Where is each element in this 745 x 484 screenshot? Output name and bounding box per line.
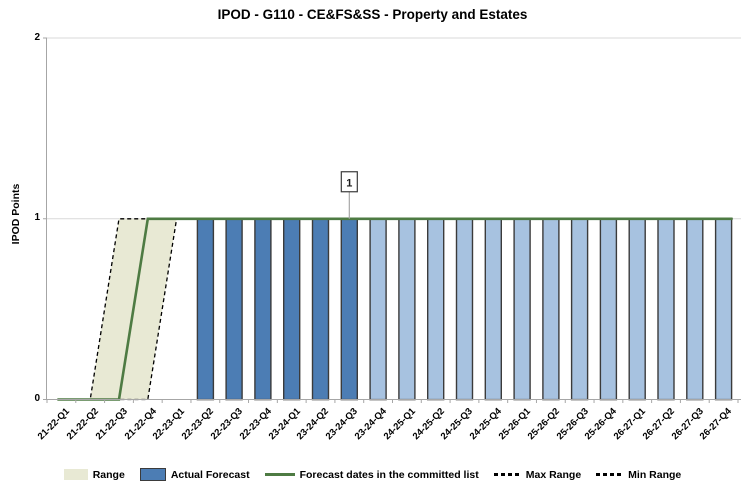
legend-item-range: Range: [63, 468, 125, 481]
legend-item-max-range: Max Range: [493, 468, 582, 481]
max-range-swatch: [493, 473, 521, 476]
legend-item-committed: Forecast dates in the committed list: [264, 468, 479, 481]
committed-line-swatch: [264, 472, 295, 477]
svg-text:1: 1: [346, 177, 352, 189]
legend-label-min-range: Min Range: [628, 468, 682, 481]
chart-title: IPOD - G110 - CE&FS&SS - Property and Es…: [217, 7, 528, 22]
legend-label-range: Range: [92, 468, 125, 481]
min-range-swatch: [596, 473, 624, 476]
y-tick-label: 0: [34, 393, 40, 404]
y-tick-label: 2: [34, 31, 40, 43]
range-swatch: [63, 469, 88, 480]
legend-item-min-range: Min Range: [596, 469, 681, 481]
legend-item-actual-forecast: Actual Forecast: [139, 468, 250, 481]
y-tick-label: 1: [34, 212, 40, 224]
legend: Range Actual Forecast Forecast dates in …: [0, 468, 745, 481]
legend-label-max-range: Max Range: [525, 468, 582, 481]
legend-label-actual-forecast: Actual Forecast: [170, 468, 250, 481]
actual-forecast-swatch: [139, 468, 166, 481]
legend-label-committed: Forecast dates in the committed list: [299, 468, 479, 481]
